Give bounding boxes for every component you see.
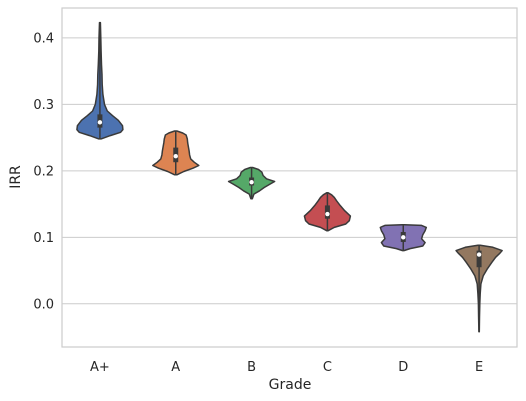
y-tick-label: 0.2 [33,164,54,179]
violin-median-point [249,179,254,185]
y-tick-label: 0.1 [33,231,54,246]
x-tick-label: A+ [90,360,110,375]
y-tick-label: 0.4 [33,31,54,46]
violin-median-point [476,252,482,257]
y-tick-label: 0.3 [33,98,54,113]
violin-median-point [401,235,406,240]
violin-median-point [325,211,330,217]
violin-A+ [76,21,124,140]
x-tick-label: E [475,360,483,375]
violin-C [303,192,352,232]
x-tick-label: B [247,360,256,375]
grid-lines [62,37,517,305]
x-axis-label: Grade [269,377,312,393]
violin-A [152,130,200,176]
y-tick-labels: 0.0 0.1 0.2 0.3 0.4 [33,31,54,312]
violin-D [379,223,428,252]
violin-median-point [97,120,103,125]
plot-area [61,7,518,348]
violin-group [76,21,503,333]
x-tick-label: A [171,360,180,375]
violin-median-point [173,154,178,159]
x-tick-labels: A+ A B C D E [90,360,483,375]
y-tick-label: 0.0 [33,297,54,312]
x-tick-label: C [323,360,332,375]
violin-B [227,166,276,200]
x-tick-label: D [398,360,408,375]
violin-E [455,244,503,333]
y-axis-label: IRR [8,165,24,189]
